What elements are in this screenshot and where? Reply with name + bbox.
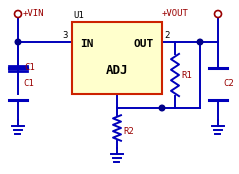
Text: C1: C1 <box>23 80 34 89</box>
Text: R1: R1 <box>181 70 192 80</box>
Text: C1: C1 <box>24 64 35 73</box>
Text: +VOUT: +VOUT <box>161 10 188 18</box>
Text: ADJ: ADJ <box>106 64 128 77</box>
Text: C2: C2 <box>223 80 234 89</box>
Circle shape <box>159 105 165 111</box>
Text: 2: 2 <box>164 31 169 40</box>
Bar <box>72 22 162 94</box>
Text: R2: R2 <box>123 128 134 136</box>
Text: 3: 3 <box>63 31 68 40</box>
Circle shape <box>197 39 203 45</box>
Text: +VIN: +VIN <box>23 10 44 18</box>
Circle shape <box>15 39 21 45</box>
Text: U1: U1 <box>73 11 84 20</box>
Text: IN: IN <box>80 39 93 49</box>
Text: OUT: OUT <box>134 39 154 49</box>
